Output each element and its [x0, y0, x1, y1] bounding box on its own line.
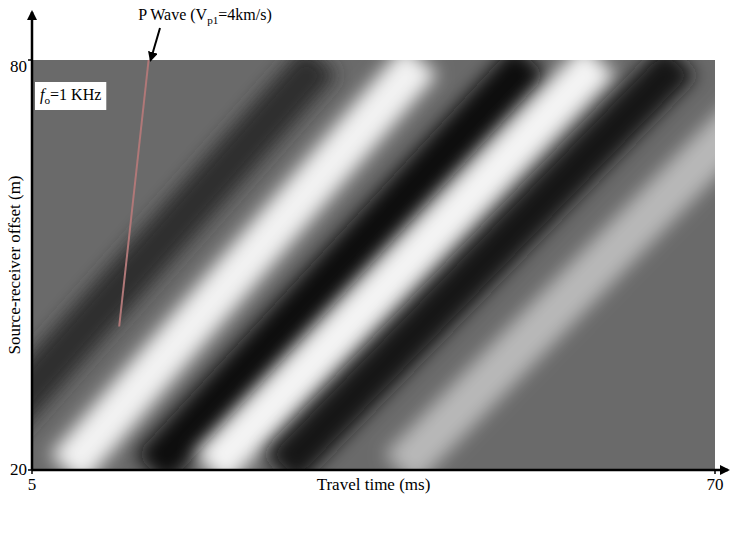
label-box [35, 82, 106, 110]
x-tick-label: 5 [28, 475, 37, 494]
annotation-text: =1 KHz [50, 86, 101, 103]
x-tick [31, 470, 33, 474]
y-axis-title: Source-receiver offset (m) [5, 175, 24, 354]
y-axis [31, 12, 34, 470]
x-tick [714, 470, 716, 474]
annotation-subscript: p1 [207, 14, 218, 26]
wave-band [211, 60, 600, 470]
annotation-text: P Wave (V [138, 6, 207, 24]
p-wave-line [119, 60, 148, 327]
y-tick-label: 80 [10, 57, 27, 76]
x-tick-label: 70 [707, 475, 724, 494]
y-tick [28, 59, 32, 61]
x-axis-title: Travel time (ms) [317, 475, 431, 494]
annotation: P Wave (Vp1=4km/s) [138, 6, 272, 26]
annotation-arrow [151, 28, 160, 60]
annotation: fo=1 KHz [40, 86, 101, 106]
x-axis [32, 469, 728, 472]
annotation-text: =4km/s) [218, 6, 271, 24]
y-tick-label: 20 [10, 460, 27, 479]
plot-area [32, 60, 715, 470]
chart: 20 80 5 70 Travel time (ms) Source-receiver o… [0, 0, 734, 552]
wave-band [400, 60, 715, 470]
